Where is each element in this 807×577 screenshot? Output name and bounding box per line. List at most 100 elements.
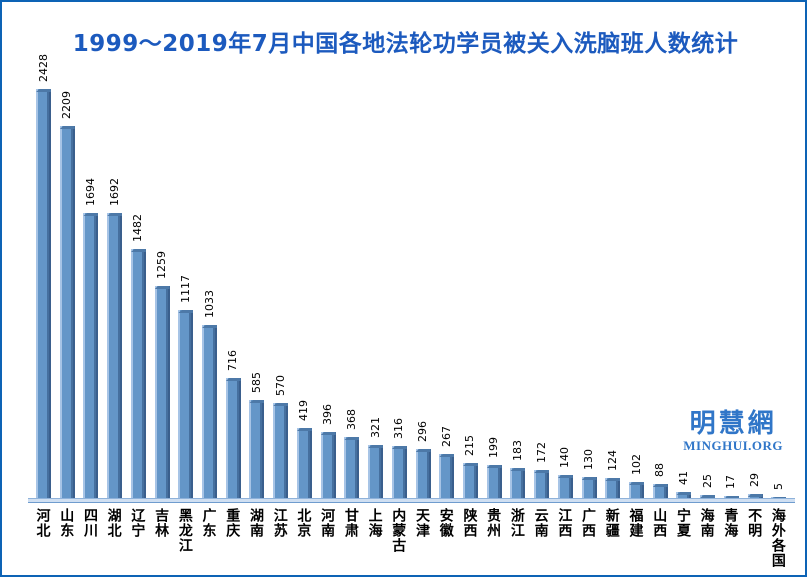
bar-23 bbox=[581, 477, 597, 499]
bar-18 bbox=[462, 463, 478, 499]
bar-value-label-8: 716 bbox=[226, 350, 240, 371]
bar-value-label-5: 1259 bbox=[155, 251, 169, 279]
bar-8 bbox=[225, 378, 241, 499]
x-axis-label-8: 重庆 bbox=[224, 508, 241, 538]
bar-10 bbox=[273, 403, 289, 499]
x-axis-label-20: 浙江 bbox=[508, 508, 525, 538]
bar-value-label-24: 124 bbox=[605, 450, 619, 471]
x-axis-label-4: 辽宁 bbox=[129, 508, 146, 538]
bar-value-label-11: 419 bbox=[297, 400, 311, 421]
bar-value-label-25: 102 bbox=[629, 454, 643, 475]
x-axis-label-13: 甘肃 bbox=[342, 508, 359, 538]
bar-1 bbox=[59, 126, 75, 499]
bar-value-label-20: 183 bbox=[510, 440, 524, 461]
bar-value-label-1: 2209 bbox=[60, 91, 74, 119]
x-axis-label-14: 上海 bbox=[366, 508, 383, 538]
x-axis-label-7: 广东 bbox=[200, 508, 217, 538]
minghui-logo-latin-text: MINGHUI.ORG bbox=[683, 438, 783, 453]
bar-14 bbox=[368, 445, 384, 499]
bar-2 bbox=[83, 213, 99, 499]
bar-value-label-29: 17 bbox=[724, 475, 738, 489]
x-axis-label-6: 黑龙江 bbox=[176, 508, 193, 553]
bar-12 bbox=[320, 432, 336, 499]
bar-20 bbox=[510, 468, 526, 499]
x-axis-label-31: 海外各国 bbox=[769, 508, 786, 568]
bar-7 bbox=[202, 325, 218, 499]
x-axis-label-3: 湖北 bbox=[105, 508, 122, 538]
bar-value-label-0: 2428 bbox=[36, 54, 50, 82]
x-axis-label-2: 四川 bbox=[81, 508, 98, 538]
x-axis-label-22: 江西 bbox=[556, 508, 573, 538]
bar-value-label-2: 1694 bbox=[83, 178, 97, 206]
bar-value-label-12: 396 bbox=[321, 404, 335, 425]
bar-26 bbox=[652, 484, 668, 499]
minghui-logo: 明慧網 MINGHUI.ORG bbox=[683, 410, 783, 453]
bar-value-label-14: 321 bbox=[368, 417, 382, 438]
x-axis-label-23: 广西 bbox=[580, 508, 597, 538]
bar-value-label-22: 140 bbox=[558, 447, 572, 468]
bar-value-label-28: 25 bbox=[700, 474, 714, 488]
x-axis-label-17: 安徽 bbox=[437, 508, 454, 538]
x-axis-label-26: 山西 bbox=[651, 508, 668, 538]
x-axis-label-9: 湖南 bbox=[247, 508, 264, 538]
x-axis-label-16: 天津 bbox=[414, 508, 431, 538]
x-axis-label-27: 宁夏 bbox=[674, 508, 691, 538]
bar-value-label-9: 585 bbox=[249, 372, 263, 393]
bar-value-label-27: 41 bbox=[676, 471, 690, 485]
bar-value-label-23: 130 bbox=[582, 449, 596, 470]
bar-27 bbox=[676, 492, 692, 499]
bar-25 bbox=[629, 482, 644, 499]
x-axis-label-30: 不明 bbox=[746, 508, 763, 538]
chart-title: 1999～2019年7月中国各地法轮功学员被关入洗脑班人数统计 bbox=[72, 31, 739, 57]
bar-value-label-15: 316 bbox=[392, 418, 406, 439]
bar-value-label-31: 5 bbox=[771, 483, 785, 490]
bar-6 bbox=[178, 310, 194, 499]
x-axis-label-24: 新疆 bbox=[603, 508, 620, 538]
bar-9 bbox=[249, 400, 265, 499]
x-axis-label-11: 北京 bbox=[295, 508, 312, 538]
bar-19 bbox=[486, 465, 502, 499]
bar-value-label-18: 215 bbox=[463, 435, 477, 456]
bar-value-label-7: 1033 bbox=[202, 290, 216, 318]
bar-3 bbox=[107, 213, 123, 499]
x-axis-label-15: 内蒙古 bbox=[390, 508, 407, 553]
bar-17 bbox=[439, 454, 455, 499]
bar-13 bbox=[344, 437, 360, 499]
x-axis-label-0: 河北 bbox=[34, 508, 51, 538]
x-axis-label-5: 吉林 bbox=[153, 508, 170, 538]
bar-28 bbox=[700, 495, 716, 499]
x-axis-label-25: 福建 bbox=[627, 508, 644, 538]
bar-22 bbox=[557, 475, 573, 499]
minghui-logo-cjk-text: 明慧網 bbox=[689, 409, 777, 439]
bar-value-label-13: 368 bbox=[344, 409, 358, 430]
bar-4 bbox=[130, 249, 146, 499]
bar-value-label-10: 570 bbox=[273, 375, 287, 396]
x-axis-label-19: 贵州 bbox=[485, 508, 502, 538]
bar-value-label-19: 199 bbox=[487, 437, 501, 458]
bar-21 bbox=[534, 470, 550, 499]
bar-value-label-3: 1692 bbox=[107, 178, 121, 206]
x-axis-label-1: 山东 bbox=[58, 508, 75, 538]
bar-16 bbox=[415, 449, 431, 499]
bar-24 bbox=[605, 478, 621, 499]
bar-11 bbox=[296, 428, 312, 499]
bar-0 bbox=[36, 89, 51, 499]
x-axis-label-29: 青海 bbox=[722, 508, 739, 538]
x-axis-label-21: 云南 bbox=[532, 508, 549, 538]
x-axis-baseline bbox=[28, 498, 795, 503]
bar-5 bbox=[154, 286, 170, 499]
bar-15 bbox=[391, 446, 407, 499]
bar-30 bbox=[747, 494, 763, 499]
x-axis-label-10: 江苏 bbox=[271, 508, 288, 538]
bar-value-label-4: 1482 bbox=[131, 214, 145, 242]
bar-29 bbox=[723, 496, 739, 499]
bar-value-label-30: 29 bbox=[748, 473, 762, 487]
x-axis-label-18: 陕西 bbox=[461, 508, 478, 538]
bar-value-label-21: 172 bbox=[534, 442, 548, 463]
bar-value-label-16: 296 bbox=[416, 421, 430, 442]
bar-value-label-26: 88 bbox=[653, 463, 667, 477]
x-axis-label-28: 海南 bbox=[698, 508, 715, 538]
bar-value-label-17: 267 bbox=[439, 426, 453, 447]
